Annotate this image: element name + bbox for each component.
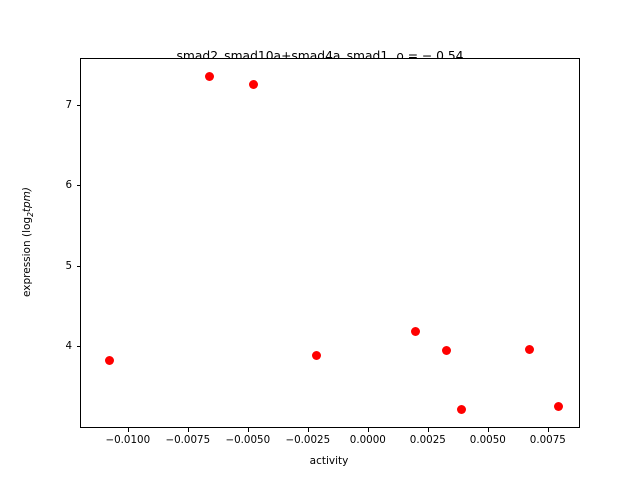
data-point (554, 401, 564, 411)
x-tick-label: −0.0025 (285, 434, 331, 446)
x-axis-label: activity (309, 455, 349, 467)
data-point (457, 404, 467, 414)
data-point (311, 350, 321, 360)
plot-area (81, 59, 579, 427)
axes-frame: −0.0100 −0.0075 −0.0050 −0.0025 0.0000 0.0025… (65, 58, 580, 446)
y-tick-label: 7 (65, 98, 72, 111)
data-point (410, 327, 420, 337)
y-tick-label: 6 (65, 179, 72, 192)
x-tick-label: −0.0050 (225, 434, 271, 446)
x-tick-mark (367, 428, 369, 432)
data-point (205, 72, 215, 82)
y-tick-mark (77, 185, 81, 187)
y-axis-label-subscript: 2 (26, 212, 36, 217)
data-point (524, 345, 534, 355)
x-tick-mark (487, 428, 489, 432)
x-tick-label: 0.0000 (349, 434, 386, 446)
y-axis-label: expression (log2tpm) (21, 58, 35, 426)
x-tick-label: 0.0025 (409, 434, 446, 446)
y-tick-mark (77, 104, 81, 106)
y-axis-label-main: expression (log (21, 216, 33, 297)
x-tick-mark (127, 428, 129, 432)
x-tick-label: 0.0050 (469, 434, 506, 446)
x-tick-mark (547, 428, 549, 432)
x-tick-label: −0.0100 (105, 434, 151, 446)
y-axis-label-tail: tpm) (21, 187, 33, 213)
x-tick-mark (427, 428, 429, 432)
x-tick-label: −0.0075 (165, 434, 211, 446)
y-tick-label: 4 (65, 340, 72, 353)
data-point (442, 346, 452, 355)
y-tick-label: 5 (65, 259, 72, 272)
y-axis-label-italic-wrap: 2tpm) (21, 187, 36, 217)
x-tick-mark (307, 428, 309, 432)
data-point (104, 355, 114, 365)
x-tick-mark (247, 428, 249, 432)
x-tick-label: 0.0075 (529, 434, 566, 446)
data-point (248, 80, 258, 90)
y-tick-mark (77, 346, 81, 348)
x-tick-mark (187, 428, 189, 432)
y-tick-mark (77, 265, 81, 267)
